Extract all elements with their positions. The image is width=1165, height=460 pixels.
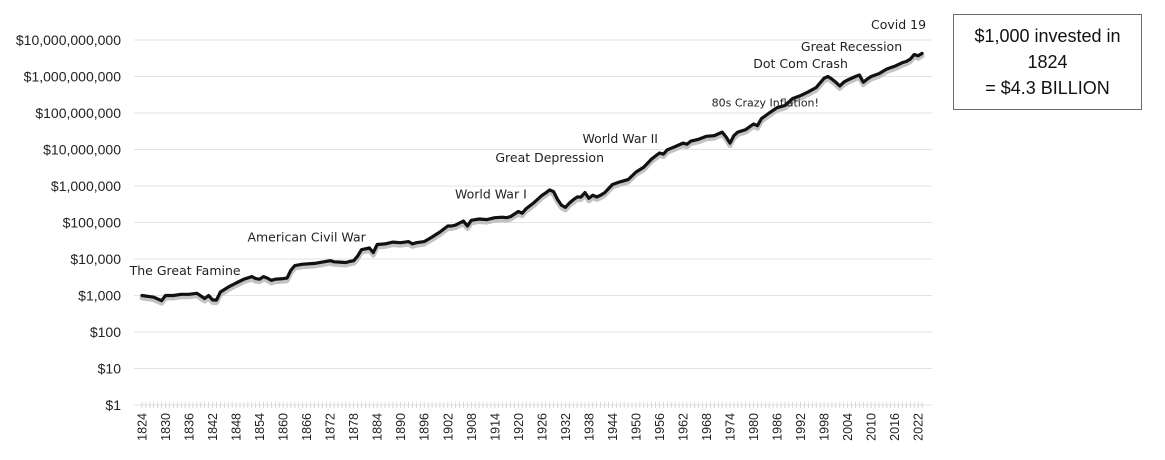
y-tick-label: $1 — [105, 397, 121, 413]
event-annotation: World War I — [455, 187, 527, 202]
x-tick-label: 1956 — [653, 413, 667, 441]
y-tick-label: $100,000,000 — [35, 105, 121, 121]
grid-lines — [134, 39, 932, 406]
y-tick-label: $10,000 — [70, 251, 121, 267]
x-tick-label: 1980 — [747, 413, 761, 441]
y-tick-label: $100 — [90, 324, 121, 340]
x-tick-label: 1986 — [771, 413, 785, 441]
y-tick-label: $100,000 — [63, 215, 122, 231]
event-annotation: Covid 19 — [871, 17, 926, 32]
y-tick-label: $10,000,000 — [43, 142, 121, 158]
series-line — [140, 51, 924, 303]
x-tick-label: 1968 — [700, 413, 714, 441]
x-tick-label: 2016 — [888, 413, 902, 441]
event-annotation: Great Recession — [801, 39, 902, 54]
x-tick-label: 2022 — [912, 413, 926, 441]
x-tick-label: 1854 — [253, 413, 267, 441]
event-annotation: 80s Crazy Inflation! — [712, 97, 819, 110]
x-tick-label: 2004 — [841, 413, 855, 441]
x-tick-label: 1950 — [629, 413, 643, 441]
x-tick-label: 1878 — [347, 413, 361, 441]
x-tick-label: 1842 — [206, 413, 220, 441]
callout-line-3: = $4.3 BILLION — [985, 78, 1110, 98]
x-tick-label: 1902 — [441, 413, 455, 441]
annotations: The Great Famine American Civil War World … — [129, 17, 927, 278]
event-annotation: American Civil War — [247, 230, 366, 245]
x-tick-label: 1926 — [535, 413, 549, 441]
y-tick-label: $10,000,000,000 — [16, 32, 121, 48]
x-tick-label: 1974 — [724, 413, 738, 441]
x-tick-label: 1998 — [818, 413, 832, 441]
x-tick-label: 1848 — [230, 413, 244, 441]
x-tick-label: 1824 — [136, 413, 150, 441]
event-annotation: Great Depression — [495, 150, 604, 165]
event-annotation: World War II — [582, 131, 658, 146]
callout-line-2: 1824 — [1027, 52, 1068, 72]
x-tick-label: 1938 — [582, 413, 596, 441]
callout-line-1: $1,000 invested in — [974, 26, 1121, 46]
event-annotation: The Great Famine — [129, 263, 241, 278]
x-tick-label: 1890 — [394, 413, 408, 441]
x-tick-label: 1962 — [676, 413, 690, 441]
y-tick-label: $1,000,000,000 — [24, 69, 122, 85]
x-tick-label: 1914 — [488, 413, 502, 441]
x-tick-label: 1896 — [418, 413, 432, 441]
x-tick-label: 1872 — [324, 413, 338, 441]
event-annotation: Dot Com Crash — [753, 56, 848, 71]
x-tick-label: 1932 — [559, 413, 573, 441]
x-tick-label: 1860 — [277, 413, 291, 441]
series-layer — [139, 51, 925, 306]
summary-callout: $1,000 invested in 1824 = $4.3 BILLION — [953, 14, 1142, 110]
x-tick-label: 1836 — [183, 413, 197, 441]
x-tick-label: 2010 — [865, 413, 879, 441]
x-tick-label: 1992 — [794, 413, 808, 441]
x-tick-label: 1830 — [159, 413, 173, 441]
x-tick-label: 1866 — [300, 413, 314, 441]
x-minor-ticks — [141, 402, 923, 408]
x-tick-label: 1944 — [606, 413, 620, 441]
x-tick-label: 1908 — [465, 413, 479, 441]
y-tick-label: $1,000 — [78, 288, 121, 304]
x-tick-label: 1884 — [371, 413, 385, 441]
series-shadow — [139, 53, 925, 306]
x-axis-ticks: 1824 1830 1836 1842 1848 1854 1860 1866 1872 1878… — [136, 413, 926, 441]
x-tick-label: 1920 — [512, 413, 526, 441]
y-tick-label: $1,000,000 — [51, 178, 121, 194]
y-tick-label: $10 — [98, 361, 122, 377]
y-axis-ticks: $1 $10 $100 $1,000 $10,000 $100,000 $1,000,000… — [16, 32, 121, 413]
